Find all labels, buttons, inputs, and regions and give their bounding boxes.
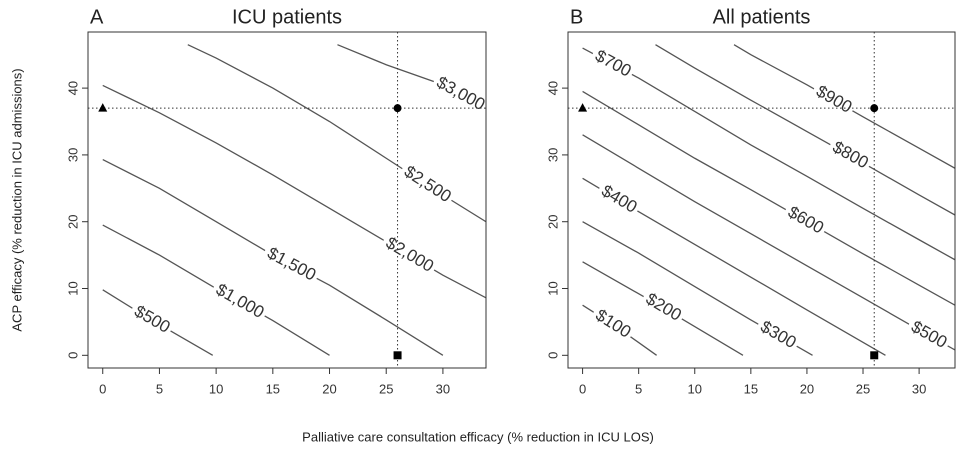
contour-label: $400 xyxy=(598,181,640,217)
contour-line xyxy=(582,177,886,356)
y-tick-label: 0 xyxy=(65,352,80,359)
contour-label: $1,000 xyxy=(213,280,268,322)
contour-line xyxy=(337,44,486,109)
y-tick-label: 10 xyxy=(65,281,80,295)
contour: $3,000 xyxy=(337,44,486,118)
contour-line xyxy=(102,289,214,356)
panel-label: A xyxy=(90,6,104,28)
contour: $700 xyxy=(582,43,955,261)
marker xyxy=(870,104,879,113)
panel-label: B xyxy=(570,6,583,28)
marker xyxy=(870,351,879,360)
contour: $100 xyxy=(582,302,657,356)
contour-line xyxy=(102,84,486,299)
x-tick-label: 15 xyxy=(744,381,758,396)
x-tick-label: 25 xyxy=(856,381,870,396)
x-tick-label: 5 xyxy=(635,381,642,396)
contour-label: $700 xyxy=(592,46,634,81)
y-tick-label: 10 xyxy=(545,281,560,295)
panel-title: All patients xyxy=(713,6,811,28)
contour-label: $900 xyxy=(813,82,855,117)
x-tick-label: 10 xyxy=(688,381,702,396)
y-tick-label: 40 xyxy=(545,81,560,95)
plot-frame xyxy=(567,31,956,369)
x-tick-label: 20 xyxy=(800,381,814,396)
marker xyxy=(393,104,402,113)
contour-label: $500 xyxy=(131,301,173,336)
y-tick-label: 30 xyxy=(545,148,560,162)
contour-line xyxy=(733,44,955,169)
contour-label: $600 xyxy=(785,202,827,237)
contour-line xyxy=(187,44,486,223)
panel-title: ICU patients xyxy=(232,6,342,28)
x-tick-label: 30 xyxy=(912,381,926,396)
contour-label: $500 xyxy=(908,317,950,352)
y-tick-label: 30 xyxy=(65,148,80,162)
contour-label: $300 xyxy=(757,317,799,352)
x-axis-label: Palliative care consultation efficacy (%… xyxy=(302,429,654,444)
marker xyxy=(578,103,588,112)
contour: $800 xyxy=(655,44,955,216)
plot-area: $500 $1,000$1,500 $2,000 $2,500 $3,000 xyxy=(88,32,486,368)
x-tick-label: 20 xyxy=(322,381,336,396)
contour-line xyxy=(655,44,955,216)
x-tick-label: 10 xyxy=(209,381,223,396)
contour-label: $100 xyxy=(592,305,634,341)
contour-label: $200 xyxy=(643,289,685,325)
y-tick-label: 20 xyxy=(545,214,560,228)
contour-line xyxy=(102,159,444,356)
x-tick-label: 0 xyxy=(99,381,106,396)
contour: $500 xyxy=(102,289,214,356)
y-tick-label: 0 xyxy=(545,352,560,359)
contour-label: $2,500 xyxy=(401,162,455,206)
plot-frame xyxy=(87,31,487,369)
contour-label: $1,500 xyxy=(264,243,319,284)
contour: $1,000 xyxy=(102,224,330,356)
plot-area: $100 $200 $300 $400 $500 $600 $700 $800 $900 xyxy=(568,32,955,368)
marker xyxy=(393,351,402,360)
contour-line xyxy=(582,221,813,356)
contour-line xyxy=(582,47,955,261)
contour-label: $2,000 xyxy=(383,233,437,276)
marker xyxy=(98,103,108,112)
y-tick-label: 40 xyxy=(65,81,80,95)
contour-line xyxy=(102,224,330,356)
contour-label: $800 xyxy=(829,137,871,172)
x-tick-label: 0 xyxy=(579,381,586,396)
x-tick-label: 25 xyxy=(379,381,393,396)
contour: $2,500 xyxy=(187,44,486,223)
contour-line xyxy=(582,261,744,356)
contour-line xyxy=(582,304,657,356)
x-tick-label: 5 xyxy=(156,381,163,396)
y-axis-label: ACP efficacy (% reduction in ICU admissi… xyxy=(9,68,24,331)
contour-line xyxy=(582,90,955,306)
y-tick-label: 20 xyxy=(65,214,80,228)
contour-line xyxy=(582,134,955,351)
x-tick-label: 30 xyxy=(436,381,450,396)
x-tick-label: 15 xyxy=(266,381,280,396)
